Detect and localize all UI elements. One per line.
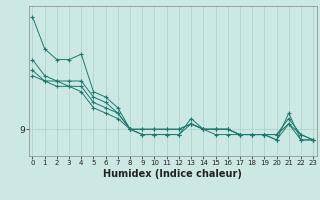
X-axis label: Humidex (Indice chaleur): Humidex (Indice chaleur): [103, 169, 242, 179]
